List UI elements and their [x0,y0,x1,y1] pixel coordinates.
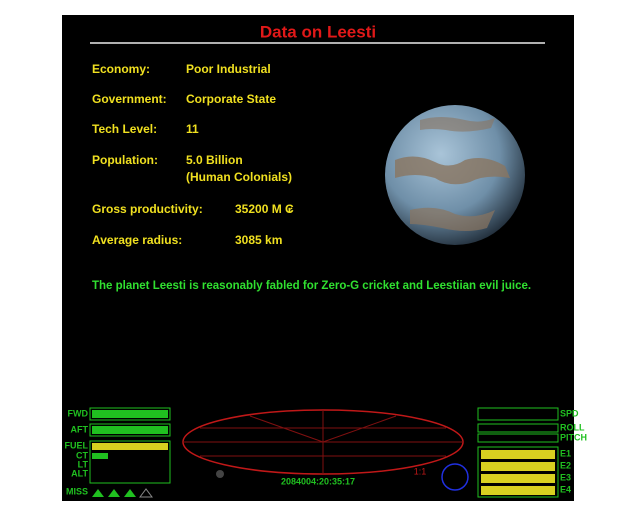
title: Data on Leesti [260,22,376,41]
hud-label: ROLL [560,422,585,432]
hud-label: FWD [68,408,89,418]
field-label: Government: [92,92,167,106]
aft-shield-fill [92,426,168,434]
field-value: 3085 km [235,233,282,247]
field-value: Corporate State [186,92,276,106]
field-value: 35200 M ₢ [235,202,294,216]
field-label: Population: [92,153,158,167]
fwd-shield-fill [92,410,168,418]
scanner-zoom: 1:1 [414,466,427,476]
hud-label: E4 [560,484,571,494]
field-value: Poor Industrial [186,62,271,76]
hud-label: E2 [560,460,571,470]
clock: 2084004:20:35:17 [281,476,355,486]
field-value: 11 [186,122,199,136]
hud-label: FUEL [65,440,89,450]
field-label: Average radius: [92,233,182,247]
fuel-fill [92,443,168,450]
scanner [183,410,463,474]
field-label: Economy: [92,62,150,76]
hud-label: AFT [71,424,89,434]
field-value: 5.0 Billion [186,153,243,167]
field-label: Tech Level: [92,122,157,136]
hud-label: MISS [66,486,88,496]
field-label: Gross productivity: [92,202,203,216]
field-value: (Human Colonials) [186,170,292,184]
cabin-temp-fill [92,453,108,459]
hud-label: SPD [560,408,579,418]
status-light [216,470,224,478]
planet [385,105,525,245]
description: The planet Leesti is reasonably fabled f… [92,280,531,292]
hud-label: E3 [560,472,571,482]
hud-label: E1 [560,448,571,458]
hud-label: PITCH [560,432,587,442]
screen: Data on Leesti Economy: Poor Industrial Go… [0,0,636,501]
hud-label: ALT [71,468,88,478]
